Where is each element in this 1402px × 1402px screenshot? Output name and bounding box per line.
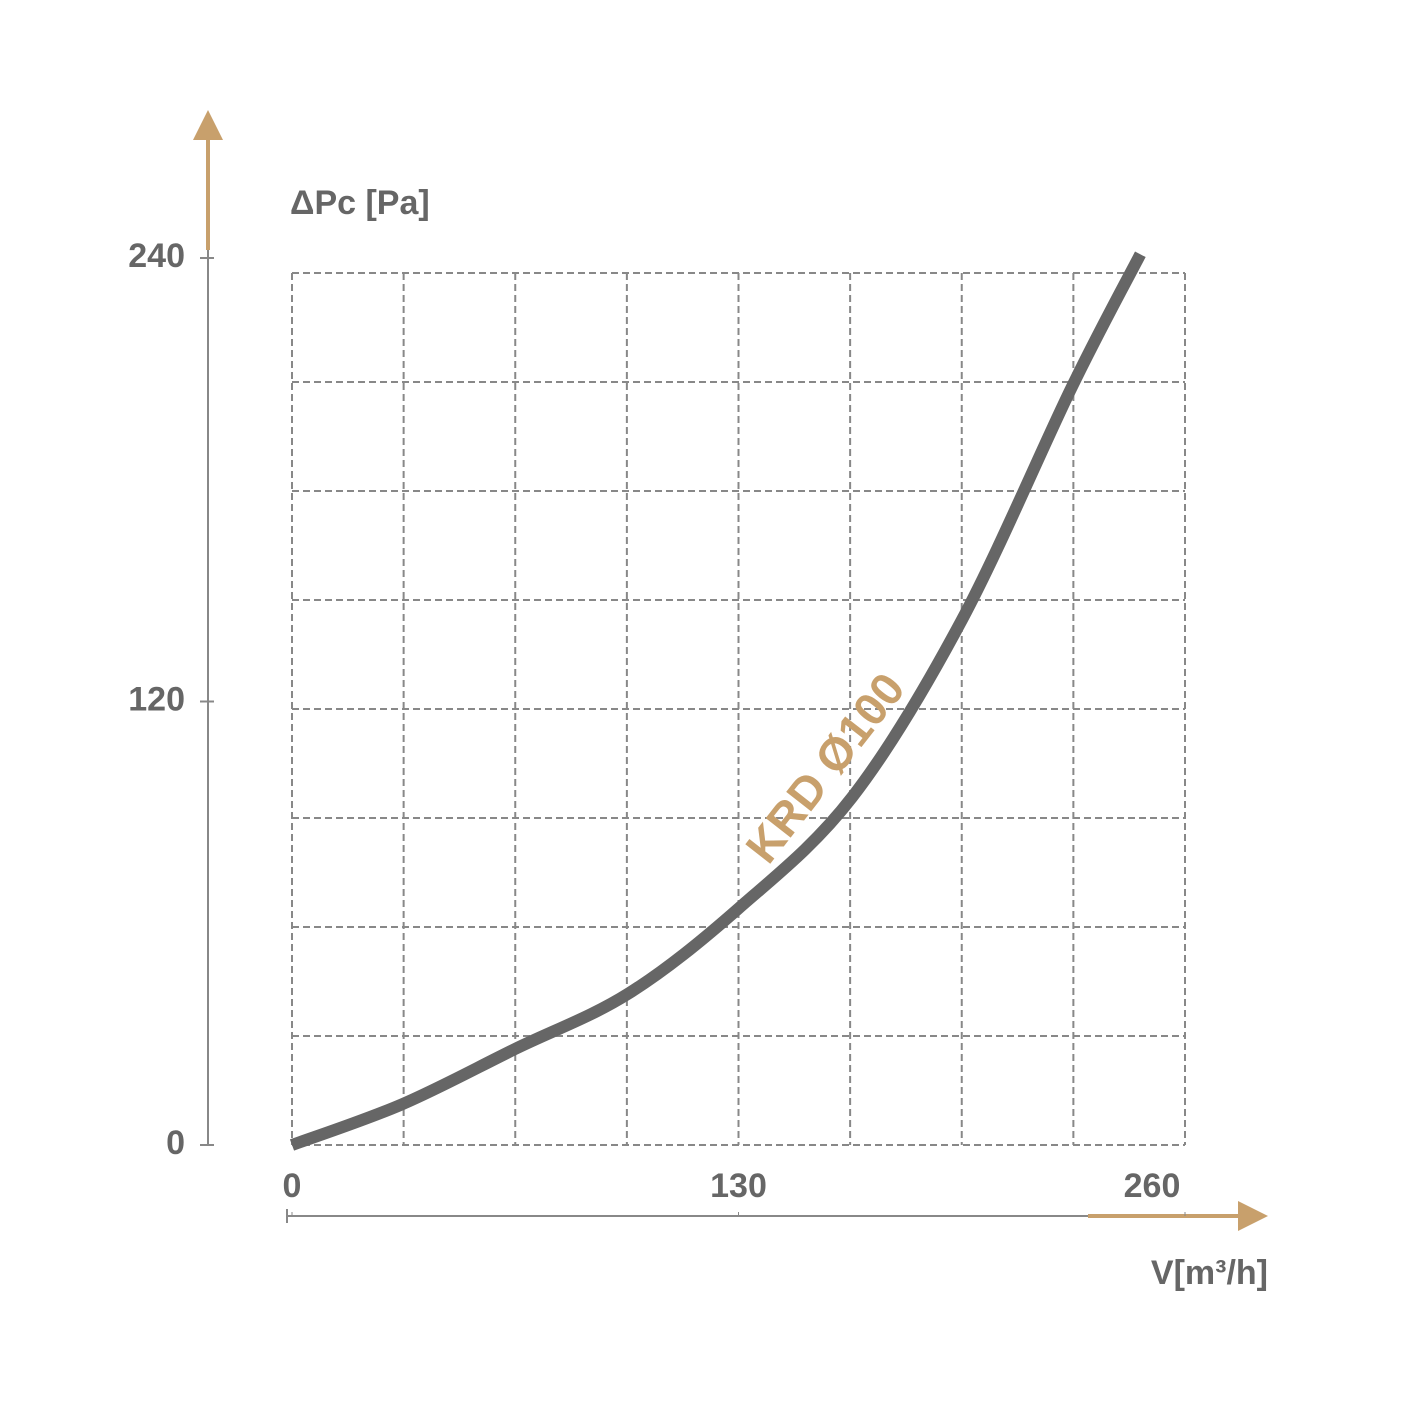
x-axis-arrowhead: [1238, 1201, 1268, 1231]
y-axis-arrowhead: [193, 110, 223, 140]
x-tick-label: 260: [1124, 1167, 1181, 1205]
curve: [289, 251, 1146, 1151]
x-axis-label: V[m³/h]: [1151, 1254, 1268, 1292]
y-tick-label: 0: [166, 1124, 185, 1162]
y-axis-label: ΔPc [Pa]: [290, 184, 430, 222]
x-tick-label: 0: [283, 1167, 302, 1205]
curve-annotation: KRD Ø100: [735, 663, 914, 872]
y-tick-label: 120: [128, 680, 185, 718]
y-tick-label: 240: [128, 237, 185, 275]
x-tick-label: 130: [710, 1167, 767, 1205]
